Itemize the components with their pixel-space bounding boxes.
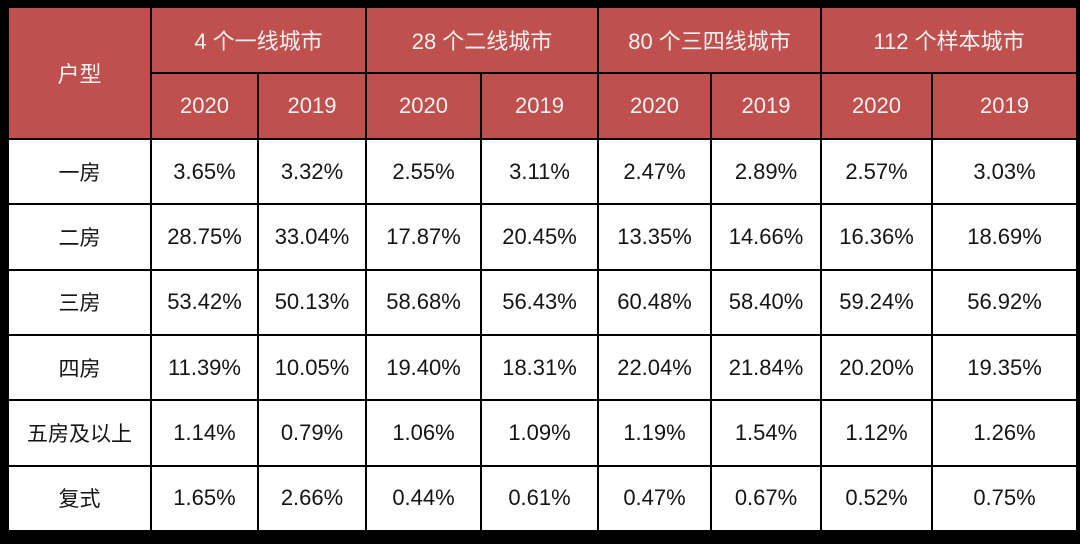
table-cell: 2.55% [365,137,483,206]
table-cell: 2.57% [820,137,934,206]
table-cell: 2.89% [710,137,823,206]
table-cell: 1.26% [931,399,1079,467]
table-cell: 0.52% [820,464,934,533]
year-header: 2019 [256,72,368,140]
row-label: 五房及以上 [7,399,152,467]
row-label: 三房 [7,268,152,336]
table-cell: 20.45% [480,203,600,271]
group-header-tier2-cities: 28 个二线城市 [365,6,600,74]
year-header: 2020 [365,72,483,140]
group-header-tier1-cities: 4 个一线城市 [149,6,368,74]
year-header: 2020 [820,72,934,140]
table-cell: 13.35% [597,203,713,271]
row-label: 二房 [7,203,152,271]
table-cell: 56.43% [480,268,600,336]
table-cell: 60.48% [597,268,713,336]
table-cell: 28.75% [150,203,259,271]
table-cell: 1.06% [365,399,483,467]
table-cell: 14.66% [710,203,823,271]
table-cell: 16.36% [820,203,934,271]
table-row-three-room: 三房 53.42% 50.13% 58.68% 56.43% 60.48% 58… [7,268,1079,336]
table-cell: 0.47% [597,464,713,533]
year-header: 2019 [931,72,1079,140]
table-cell: 3.11% [480,137,600,206]
table-cell: 1.54% [710,399,823,467]
table-cell: 1.65% [150,464,259,533]
table-cell: 21.84% [710,333,823,402]
table-cell: 56.92% [931,268,1079,336]
table-cell: 1.14% [150,399,259,467]
table-cell: 17.87% [365,203,483,271]
row-label: 复式 [7,464,152,533]
table-cell: 10.05% [256,333,368,402]
table-cell: 0.67% [710,464,823,533]
table-cell: 22.04% [597,333,713,402]
row-label: 一房 [7,137,152,206]
corner-header-hu-xing: 户型 [7,6,152,140]
table-cell: 53.42% [150,268,259,336]
table-cell: 3.32% [256,137,368,206]
group-header-sample-cities: 112 个样本城市 [820,6,1079,74]
table-row-four-room: 四房 11.39% 10.05% 19.40% 18.31% 22.04% 21… [7,333,1079,402]
year-header: 2020 [597,72,713,140]
table-cell: 58.68% [365,268,483,336]
row-label: 四房 [7,333,152,402]
table-cell: 0.79% [256,399,368,467]
table-cell: 20.20% [820,333,934,402]
table-cell: 50.13% [256,268,368,336]
table-cell: 0.75% [931,464,1079,533]
year-header: 2019 [480,72,600,140]
table-cell: 58.40% [710,268,823,336]
group-header-tier34-cities: 80 个三四线城市 [597,6,823,74]
table-cell: 2.66% [256,464,368,533]
table-cell: 2.47% [597,137,713,206]
table-cell: 59.24% [820,268,934,336]
table-row-duplex: 复式 1.65% 2.66% 0.44% 0.61% 0.47% 0.67% 0… [7,464,1079,533]
table-cell: 3.65% [150,137,259,206]
table-row-two-room: 二房 28.75% 33.04% 17.87% 20.45% 13.35% 14… [7,203,1079,271]
table-cell: 1.19% [597,399,713,467]
table-cell: 19.40% [365,333,483,402]
table-cell: 0.44% [365,464,483,533]
table-cell: 18.31% [480,333,600,402]
housing-type-distribution-table: 户型 4 个一线城市 28 个二线城市 80 个三四线城市 112 个样本城市 … [7,6,1079,533]
table-row-five-room-plus: 五房及以上 1.14% 0.79% 1.06% 1.09% 1.19% 1.54… [7,399,1079,467]
table-cell: 33.04% [256,203,368,271]
table-cell: 11.39% [150,333,259,402]
table-cell: 1.12% [820,399,934,467]
table-row-one-room: 一房 3.65% 3.32% 2.55% 3.11% 2.47% 2.89% 2… [7,137,1079,206]
table-cell: 18.69% [931,203,1079,271]
table-cell: 19.35% [931,333,1079,402]
year-header: 2020 [150,72,259,140]
year-header: 2019 [710,72,823,140]
table-cell: 3.03% [931,137,1079,206]
table-cell: 1.09% [480,399,600,467]
table-cell: 0.61% [480,464,600,533]
